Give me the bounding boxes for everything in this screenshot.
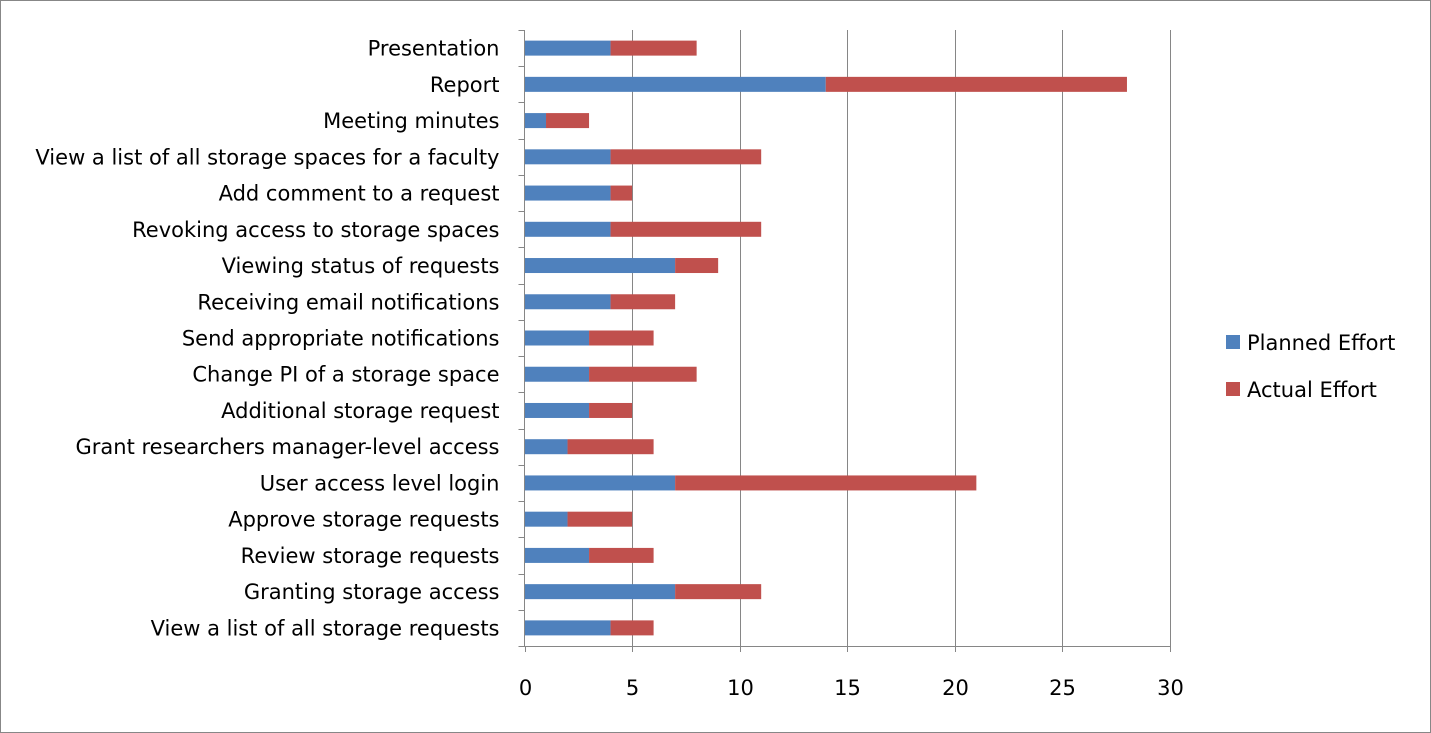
x-tick-labels: 0 5 10 15 20 25 30 (519, 676, 1184, 700)
category-label: User access level login (260, 471, 500, 495)
bar-actual-11 (610, 221, 762, 237)
category-label: Grant researchers manager-level access (75, 435, 499, 459)
legend-label: Actual Effort (1247, 378, 1377, 402)
x-tick-label: 15 (834, 676, 861, 700)
category-label: Additional storage request (221, 399, 499, 423)
bar-actual-13 (610, 149, 762, 165)
legend-swatch-actual (1226, 382, 1240, 396)
legend: Planned Effort Actual Effort (1226, 331, 1395, 402)
axes (518, 30, 1171, 652)
x-tick-label: 5 (626, 676, 639, 700)
bar-planned-8 (524, 330, 590, 346)
bar-planned-12 (524, 185, 611, 201)
bar-planned-15 (524, 76, 826, 92)
bar-actual-9 (610, 294, 676, 310)
bar-actual-15 (825, 76, 1127, 92)
gridlines (632, 30, 1171, 646)
bar-planned-14 (524, 113, 547, 129)
bar-planned-2 (524, 547, 590, 563)
bar-actual-6 (589, 402, 633, 418)
x-tick-label: 30 (1157, 676, 1184, 700)
bar-actual-16 (610, 40, 697, 56)
bar-planned-5 (524, 439, 568, 455)
x-tick-label: 25 (1049, 676, 1076, 700)
bar-planned-13 (524, 149, 611, 165)
x-tick-label: 20 (942, 676, 969, 700)
bar-actual-10 (675, 258, 719, 274)
bar-planned-7 (524, 366, 590, 382)
category-label: Presentation (368, 37, 500, 61)
category-label: Approve storage requests (228, 508, 499, 532)
category-label: View a list of all storage requests (151, 616, 500, 640)
category-label: Report (430, 73, 500, 97)
category-label: Meeting minutes (323, 109, 499, 133)
bar-planned-10 (524, 258, 676, 274)
bar-planned-4 (524, 475, 676, 491)
bar-planned-11 (524, 221, 611, 237)
category-label: Review storage requests (241, 544, 500, 568)
legend-label: Planned Effort (1247, 331, 1395, 355)
category-label: Receiving email notifications (197, 290, 499, 314)
bars (524, 40, 1127, 636)
category-label: Change PI of a storage space (192, 363, 499, 387)
category-label: Add comment to a request (219, 182, 500, 206)
bar-planned-9 (524, 294, 611, 310)
x-tick-label: 10 (727, 676, 754, 700)
category-labels: View a list of all storage requests Grant… (35, 37, 499, 641)
bar-planned-16 (524, 40, 611, 56)
bar-actual-2 (589, 547, 654, 563)
bar-actual-3 (567, 511, 633, 527)
category-label: View a list of all storage spaces for a … (35, 145, 499, 169)
bar-actual-12 (610, 185, 633, 201)
legend-swatch-planned (1226, 335, 1240, 349)
bar-actual-0 (610, 620, 654, 636)
category-label: Viewing status of requests (222, 254, 500, 278)
bar-actual-7 (589, 366, 697, 382)
bar-actual-1 (675, 584, 762, 600)
bar-actual-8 (589, 330, 654, 346)
bar-planned-3 (524, 511, 568, 527)
category-label: Granting storage access (244, 580, 500, 604)
x-tick-label: 0 (519, 676, 532, 700)
bar-actual-5 (567, 439, 654, 455)
bar-planned-1 (524, 584, 676, 600)
bar-planned-0 (524, 620, 611, 636)
category-label: Send appropriate notifications (182, 327, 500, 351)
bar-planned-6 (524, 402, 590, 418)
bar-actual-14 (546, 113, 590, 129)
category-label: Revoking access to storage spaces (132, 218, 499, 242)
bar-actual-4 (675, 475, 977, 491)
